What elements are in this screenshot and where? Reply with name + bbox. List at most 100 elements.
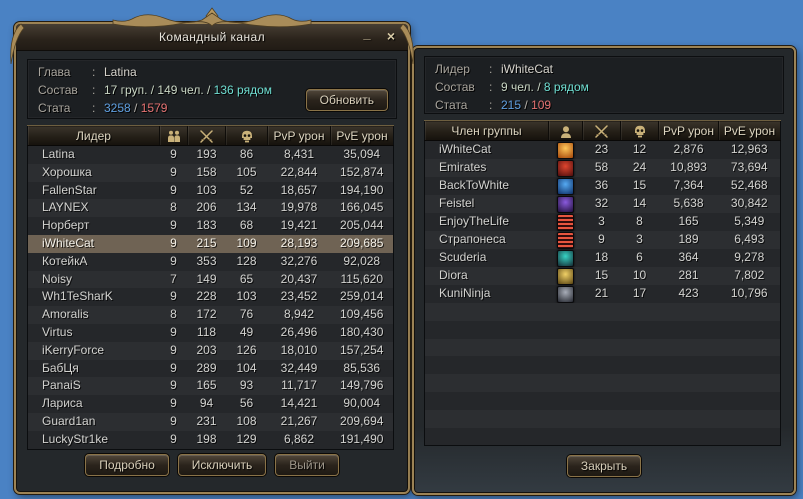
table-row[interactable]: LuckyStr1ke 9 198 129 6,862 191,490 — [27, 430, 394, 450]
channel-leader-name: Latina — [104, 65, 137, 79]
class-icon-purple — [557, 196, 574, 213]
roster-label: Состав — [38, 83, 78, 97]
table-row[interactable]: PanaiS 9 165 93 11,717 149,796 — [27, 377, 394, 396]
channel-info-box: Глава: Latina Состав:17 груп. / 149 чел. … — [27, 59, 397, 119]
table-row[interactable]: Wh1TeSharK 9 228 103 23,452 259,014 — [27, 288, 394, 307]
leader-label: Лидер — [435, 62, 470, 76]
table-row[interactable]: БабЦя 9 289 104 32,449 85,536 — [27, 359, 394, 378]
roster-label: Состав — [435, 80, 475, 94]
table-row — [424, 427, 781, 446]
column-pve-damage: PvE урон — [330, 125, 394, 146]
table-row[interactable]: Feistel 32 14 5,638 30,842 — [424, 195, 781, 213]
table-row[interactable]: КотейкА 9 353 128 32,276 92,028 — [27, 252, 394, 271]
party-leader-name: iWhiteCat — [501, 62, 554, 76]
swords-icon — [187, 125, 226, 146]
close-button[interactable]: Закрыть — [566, 455, 642, 477]
table-row — [424, 356, 781, 375]
channel-pvp-stat: 3258 — [104, 101, 131, 115]
party-table-body: iWhiteCat 23 12 2,876 12,963 Emirates 58 24 10,8… — [424, 140, 781, 446]
table-row[interactable]: Норберт 9 183 68 19,421 205,044 — [27, 217, 394, 235]
class-icon-red-stripes — [557, 232, 574, 249]
table-row — [424, 409, 781, 428]
class-icon-phoenix-orange — [557, 142, 574, 159]
table-row[interactable]: Virtus 9 118 49 26,496 180,430 — [27, 323, 394, 342]
command-channel-window: Командный канал _ × Глава: Latina Состав:… — [10, 7, 414, 494]
column-pvp-damage: PvP урон — [267, 125, 331, 146]
class-icon-blue — [557, 178, 574, 195]
table-row — [424, 338, 781, 357]
party-stats-row: Стата:215 / 109 — [425, 96, 783, 114]
table-row[interactable]: Amoralis 8 172 76 8,942 109,456 — [27, 306, 394, 324]
channel-roster-nearby: 136 рядом — [213, 83, 272, 97]
column-pve-damage: PvE урон — [718, 120, 781, 141]
party-table-header: Член группы PvP урон PvE урон — [424, 120, 781, 141]
table-row[interactable]: LAYNEX 8 206 134 19,978 166,045 — [27, 199, 394, 218]
class-icon-gray — [557, 286, 574, 303]
table-row[interactable]: iKerryForce 9 203 126 18,010 157,254 — [27, 341, 394, 360]
table-row — [424, 374, 781, 392]
stat-separator: / — [134, 101, 138, 115]
leader-table-body: Latina 9 193 86 8,431 35,094 Хорошка 9 158 105 22,… — [27, 145, 394, 450]
kick-button[interactable]: Исключить — [177, 454, 267, 476]
refresh-button[interactable]: Обновить — [305, 89, 388, 111]
colon: : — [489, 62, 493, 76]
colon: : — [92, 83, 96, 97]
table-row — [424, 320, 781, 339]
class-head-icon — [548, 120, 583, 141]
column-leader: Лидер — [27, 125, 160, 146]
party-panel: Лидер: iWhiteCat Состав:9 чел. / 8 рядом … — [412, 46, 796, 495]
leader-table: Лидер PvP урон PvE урон Latina 9 193 86 8,43… — [27, 125, 394, 450]
colon: : — [489, 98, 493, 112]
table-row[interactable]: EnjoyTheLife 3 8 165 5,349 — [424, 213, 781, 231]
table-row[interactable]: Guard1an 9 231 108 21,267 209,694 — [27, 412, 394, 431]
table-row — [424, 303, 781, 321]
party-pvp-stat: 215 — [501, 98, 522, 112]
table-row[interactable]: Хорошка 9 158 105 22,844 152,874 — [27, 163, 394, 182]
window-title: Командный канал — [159, 30, 265, 44]
skull-icon — [620, 120, 659, 141]
table-row[interactable]: Diora 15 10 281 7,802 — [424, 267, 781, 285]
table-row[interactable]: BackToWhite 36 15 7,364 52,468 — [424, 177, 781, 195]
class-icon-red — [557, 160, 574, 177]
channel-roster-row: Состав:17 груп. / 149 чел. / 136 рядом — [28, 81, 396, 99]
table-row[interactable]: KuniNinja 21 17 423 10,796 — [424, 285, 781, 303]
leader-label: Глава — [38, 65, 71, 79]
stats-label: Стата — [38, 101, 71, 115]
channel-leader-row: Глава: Latina — [28, 60, 396, 81]
minimize-button[interactable]: _ — [363, 26, 371, 41]
members-icon — [159, 125, 188, 146]
column-member: Член группы — [424, 120, 549, 141]
corner-curl-icon — [399, 23, 414, 65]
leader-table-header: Лидер PvP урон PvE урон — [27, 125, 394, 146]
details-button[interactable]: Подробно — [85, 454, 169, 476]
channel-footer: Подробно Исключить Выйти — [16, 454, 408, 476]
colon: : — [92, 101, 96, 115]
leave-button[interactable]: Выйти — [275, 454, 339, 476]
colon: : — [489, 80, 493, 94]
table-row[interactable]: Noisy 7 149 65 20,437 115,620 — [27, 270, 394, 289]
party-roster-nearby: 8 рядом — [543, 80, 589, 94]
titlebar[interactable]: Командный канал _ × — [16, 24, 408, 51]
close-icon[interactable]: × — [386, 28, 396, 44]
table-row[interactable]: Latina 9 193 86 8,431 35,094 — [27, 145, 394, 164]
stats-label: Стата — [435, 98, 468, 112]
table-row — [424, 391, 781, 410]
channel-roster-counts: 17 груп. / 149 чел. / — [104, 83, 211, 97]
party-info-box: Лидер: iWhiteCat Состав:9 чел. / 8 рядом … — [424, 56, 784, 114]
party-table: Член группы PvP урон PvE урон iWhiteCat 2… — [424, 120, 781, 447]
window-crest-ornament — [112, 7, 312, 28]
swords-icon — [582, 120, 621, 141]
table-row[interactable]: Страпонеса 9 3 189 6,493 — [424, 231, 781, 249]
table-row[interactable]: iWhiteCat 23 12 2,876 12,963 — [424, 140, 781, 159]
class-icon-red-stripes — [557, 214, 574, 231]
party-roster-row: Состав:9 чел. / 8 рядом — [425, 78, 783, 96]
table-row[interactable]: Лариса 9 94 56 14,421 90,004 — [27, 395, 394, 413]
table-row[interactable]: FallenStar 9 103 52 18,657 194,190 — [27, 181, 394, 200]
table-row[interactable]: Scuderia 18 6 364 9,278 — [424, 249, 781, 267]
table-row[interactable]: iWhiteCat 9 215 109 28,193 209,685 — [27, 234, 394, 253]
skull-icon — [225, 125, 268, 146]
table-row[interactable]: Emirates 58 24 10,893 73,694 — [424, 159, 781, 177]
party-leader-row: Лидер: iWhiteCat — [425, 57, 783, 78]
channel-pve-stat: 1579 — [140, 101, 168, 115]
